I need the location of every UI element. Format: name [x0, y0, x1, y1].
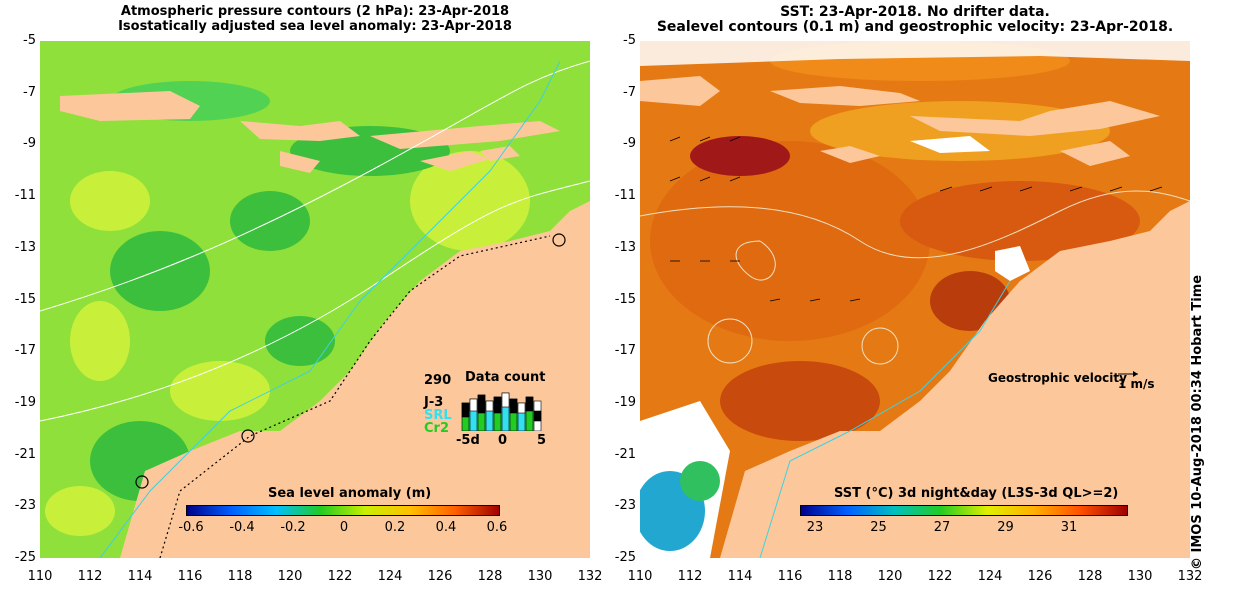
left-x-tick: 126: [427, 569, 453, 584]
sst-colorbar-title: SST (°C) 3d night&day (L3S-3d QL>=2): [834, 486, 1119, 501]
data-count-tick-5: 5: [537, 433, 547, 448]
right-x-tick: 122: [927, 569, 953, 584]
left-title-line2: Isostatically adjusted sea level anomaly…: [118, 19, 512, 34]
sst-colorbar: [800, 505, 1128, 516]
right-y-tick: -21: [614, 446, 636, 462]
left-x-tick: 122: [327, 569, 353, 584]
right-x-tick: 116: [777, 569, 803, 584]
sst-colorbar-tick: 23: [806, 520, 824, 535]
sst-colorbar-tick: 29: [997, 520, 1014, 535]
left-y-tick: -13: [14, 239, 36, 255]
sla-colorbar-tick: 0.4: [435, 520, 457, 535]
left-y-tick: -17: [14, 343, 36, 359]
right-title-line2: Sealevel contours (0.1 m) and geostrophi…: [656, 19, 1174, 35]
right-x-tick: 132: [1177, 569, 1203, 584]
sla-colorbar-tick: 0: [339, 520, 349, 535]
left-y-tick: -19: [14, 394, 36, 410]
right-y-tick: -17: [614, 343, 636, 359]
data-count-bars: [460, 389, 542, 432]
data-count-title: Data count: [465, 370, 546, 385]
left-y-tick: -25: [14, 550, 36, 565]
data-count-tick-0: 0: [498, 433, 508, 448]
left-x-tick: 114: [127, 569, 153, 584]
left-x-tick: 110: [27, 569, 53, 584]
sla-colorbar-tick: -0.2: [280, 520, 306, 535]
left-x-tick: 132: [577, 569, 603, 584]
right-x-tick: 130: [1127, 569, 1153, 584]
right-title-line1: SST: 23-Apr-2018. No drifter data.: [780, 4, 1050, 20]
right-x-tick: 112: [677, 569, 703, 584]
sla-colorbar-tick: 0.6: [486, 520, 508, 535]
sla-colorbar-tick: -0.6: [178, 520, 204, 535]
sst-map: [640, 41, 1190, 558]
right-y-tick: -19: [614, 394, 636, 410]
data-count-series-cr2: Cr2: [424, 421, 449, 436]
right-y-tick: -25: [614, 550, 636, 565]
data-count-series-srl: SRL: [424, 408, 452, 423]
left-x-tick: 116: [177, 569, 203, 584]
sea-level-anomaly-map: [40, 41, 590, 558]
left-y-tick: -11: [14, 188, 36, 204]
right-y-tick: -13: [614, 239, 636, 255]
right-y-tick: -15: [614, 291, 636, 307]
right-y-tick: -23: [614, 498, 636, 514]
sst-colorbar-tick: 27: [933, 520, 951, 535]
left-y-tick: -23: [14, 498, 36, 514]
right-y-tick: -5: [623, 33, 636, 48]
sst-colorbar-tick: 31: [1060, 520, 1078, 535]
left-x-tick: 112: [77, 569, 103, 584]
left-x-tick: 130: [527, 569, 553, 584]
left-x-tick: 128: [477, 569, 503, 584]
right-x-tick: 126: [1027, 569, 1053, 584]
right-x-tick: 118: [827, 569, 853, 584]
left-y-tick: -15: [14, 291, 36, 307]
left-y-tick: -5: [23, 33, 36, 48]
sla-colorbar-tick: 0.2: [384, 520, 406, 535]
right-y-tick: -9: [623, 136, 636, 152]
sla-colorbar-title: Sea level anomaly (m): [268, 486, 432, 501]
imos-credit: © IMOS 10-Aug-2018 00:34 Hobart Time: [1190, 274, 1205, 570]
right-x-tick: 120: [877, 569, 903, 584]
right-x-tick: 124: [977, 569, 1003, 584]
right-x-tick: 110: [627, 569, 653, 584]
left-x-tick: 124: [377, 569, 403, 584]
right-y-tick: -11: [614, 188, 636, 204]
data-count-series-j3: J-3: [424, 395, 444, 410]
data-count-max: 290: [424, 373, 452, 388]
left-y-tick: -21: [14, 446, 36, 462]
data-count-tick-minus5: -5d: [456, 433, 480, 448]
sla-colorbar: [186, 505, 500, 516]
velocity-scale-label: 1 m/s: [1118, 377, 1155, 391]
sst-colorbar-tick: 25: [870, 520, 887, 535]
right-x-tick: 114: [727, 569, 753, 584]
sla-colorbar-tick: -0.4: [229, 520, 255, 535]
right-y-tick: -7: [623, 84, 636, 100]
left-x-tick: 120: [277, 569, 303, 584]
left-y-tick: -7: [23, 84, 36, 100]
left-x-tick: 118: [227, 569, 253, 584]
geostrophic-velocity-label: Geostrophic velocity: [988, 371, 1127, 385]
left-y-tick: -9: [23, 136, 36, 152]
right-x-tick: 128: [1077, 569, 1103, 584]
left-title-line1: Atmospheric pressure contours (2 hPa): 2…: [120, 4, 510, 19]
